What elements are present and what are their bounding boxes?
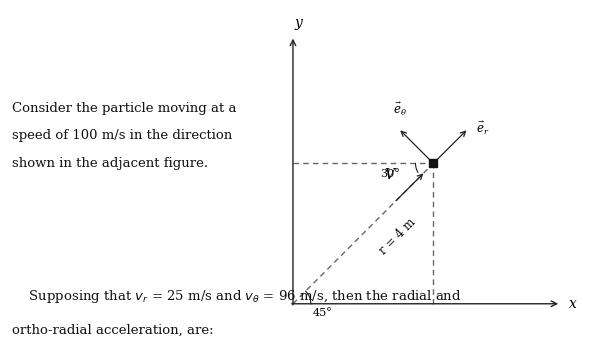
Text: Supposing that $v_r$ = 25 m/s and $v_\theta$ = 96 m/s, then the radial and: Supposing that $v_r$ = 25 m/s and $v_\th… xyxy=(12,288,461,305)
Text: ortho-radial acceleration, are:: ortho-radial acceleration, are: xyxy=(12,324,214,337)
Text: V: V xyxy=(384,168,394,182)
Text: $\vec{e}_\theta$: $\vec{e}_\theta$ xyxy=(394,101,407,118)
Text: 45°: 45° xyxy=(313,308,332,318)
Text: shown in the adjacent figure.: shown in the adjacent figure. xyxy=(12,157,208,170)
Text: x: x xyxy=(569,297,577,311)
Text: $\vec{e}_r$: $\vec{e}_r$ xyxy=(476,120,490,137)
Text: y: y xyxy=(295,16,303,30)
Text: speed of 100 m/s in the direction: speed of 100 m/s in the direction xyxy=(12,129,232,142)
Text: Consider the particle moving at a: Consider the particle moving at a xyxy=(12,102,236,115)
Text: r = 4 m: r = 4 m xyxy=(377,215,418,257)
Text: 30°: 30° xyxy=(380,169,400,179)
